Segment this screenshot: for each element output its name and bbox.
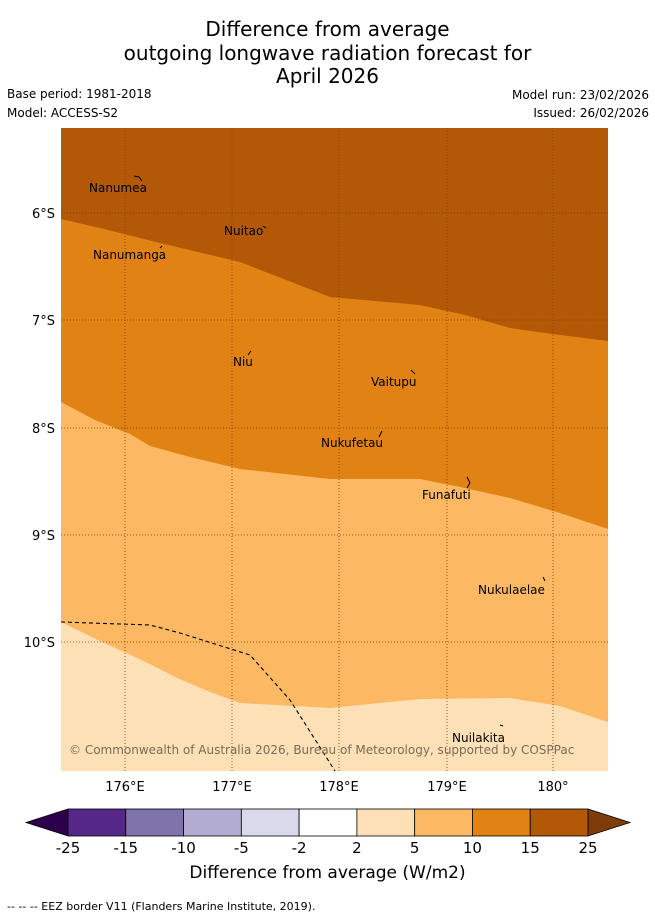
colorbar-swatch — [356, 808, 416, 837]
colorbar-swatch — [298, 808, 358, 837]
colorbar-tick-label: 15 — [521, 839, 540, 857]
lat-label-8s: 8°S — [32, 422, 55, 437]
lon-label-178e: 178°E — [319, 780, 359, 795]
colorbar-tick-label: 2 — [352, 839, 362, 857]
contour-map: Nanumea Nuitao Nanumanga Niu Vaitupu Nuk… — [61, 128, 608, 771]
lon-label-177e: 177°E — [212, 780, 252, 795]
eez-footnote: -- -- -- EEZ border V11 (Flanders Marine… — [7, 900, 316, 913]
band-2-5 — [61, 622, 608, 771]
colorbar-swatch — [529, 808, 589, 837]
label-nukulaelae: Nukulaelae — [478, 583, 545, 597]
island-nanumanga-shape — [159, 245, 163, 249]
island-nukufetau-shape — [378, 430, 383, 438]
issued-date: Issued: 26/02/2026 — [533, 106, 649, 120]
lat-label-9s: 9°S — [32, 529, 55, 544]
island-funafuti-shape — [466, 476, 471, 489]
colorbar: -25 -15 -10 -5 -2 2 5 10 15 25 — [24, 808, 632, 857]
colorbar-tick-label: 10 — [463, 839, 482, 857]
lat-label-6s: 6°S — [32, 207, 55, 222]
colorbar-swatch — [67, 808, 127, 837]
island-nuitao-shape — [262, 225, 267, 229]
lat-label-7s: 7°S — [32, 314, 55, 329]
island-nuilakita-shape — [499, 724, 504, 727]
lat-label-10s: 10°S — [24, 636, 55, 651]
model-name: Model: ACCESS-S2 — [7, 106, 119, 120]
model-run: Model run: 23/02/2026 — [511, 88, 649, 102]
colorbar-tick-label: 5 — [410, 839, 420, 857]
label-niu: Niu — [233, 355, 253, 369]
lon-label-179e: 179°E — [427, 780, 467, 795]
band-5-10 — [61, 402, 608, 771]
lon-label-180: 180° — [537, 780, 568, 795]
colorbar-swatch — [414, 808, 473, 837]
label-nuitao: Nuitao — [224, 224, 263, 238]
label-nanumea: Nanumea — [89, 181, 147, 195]
colorbar-extend-under — [24, 808, 69, 837]
title-line-2: outgoing longwave radiation forecast for — [123, 41, 532, 65]
colorbar-swatch — [472, 808, 531, 837]
label-funafuti: Funafuti — [422, 488, 471, 502]
label-nanumanga: Nanumanga — [93, 248, 166, 262]
colorbar-tick-label: -25 — [56, 839, 81, 857]
label-nukufetau: Nukufetau — [321, 436, 383, 450]
title-line-1: Difference from average — [205, 17, 450, 41]
colorbar-swatch — [125, 808, 184, 837]
title-line-3: April 2026 — [276, 64, 379, 88]
gridlines — [61, 128, 608, 771]
colorbar-tick-label: -15 — [114, 839, 139, 857]
copyright-notice: © Commonwealth of Australia 2026, Bureau… — [69, 743, 574, 757]
eez-border — [61, 621, 336, 771]
base-period: Base period: 1981-2018 — [7, 87, 152, 101]
colorbar-tick-label: -10 — [171, 839, 196, 857]
colorbar-tick-label: -5 — [234, 839, 249, 857]
colorbar-swatch — [183, 808, 242, 837]
colorbar-tick-label: 25 — [578, 839, 597, 857]
label-vaitupu: Vaitupu — [371, 375, 417, 389]
islands — [133, 175, 546, 727]
colorbar-label: Difference from average (W/m2) — [189, 863, 466, 883]
island-vaitupu-shape — [410, 369, 416, 375]
colorbar-tick-label: -2 — [292, 839, 307, 857]
island-nukulaelae-shape — [542, 576, 546, 582]
island-niu-shape — [247, 350, 252, 356]
colorbar-swatch — [240, 808, 300, 837]
island-nanumea-shape — [133, 175, 143, 182]
label-nuilakita: Nuilakita — [452, 731, 505, 745]
colorbar-extend-over — [587, 808, 632, 837]
lon-label-176e: 176°E — [105, 780, 145, 795]
